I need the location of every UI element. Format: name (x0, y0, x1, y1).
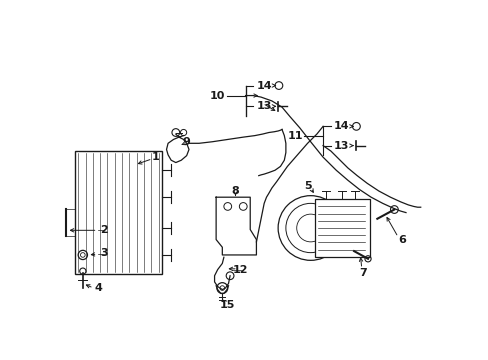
Text: 5: 5 (303, 181, 311, 191)
Text: 15: 15 (220, 300, 235, 310)
Text: 12: 12 (233, 265, 248, 275)
Text: 4: 4 (94, 283, 102, 293)
Text: 3: 3 (100, 248, 107, 258)
Text: 9: 9 (183, 137, 190, 147)
Text: 7: 7 (359, 267, 366, 278)
Text: 14: 14 (333, 121, 349, 131)
Bar (314, 199, 369, 257)
Text: 1: 1 (151, 152, 159, 162)
Text: 13: 13 (256, 101, 271, 111)
Text: 14: 14 (256, 81, 271, 91)
Text: 2: 2 (100, 225, 107, 235)
Text: 11: 11 (287, 131, 302, 141)
Text: 6: 6 (397, 235, 405, 244)
Text: 10: 10 (209, 91, 225, 100)
Bar (75, 151, 162, 274)
Text: 13: 13 (333, 141, 348, 150)
Text: 8: 8 (231, 186, 239, 196)
